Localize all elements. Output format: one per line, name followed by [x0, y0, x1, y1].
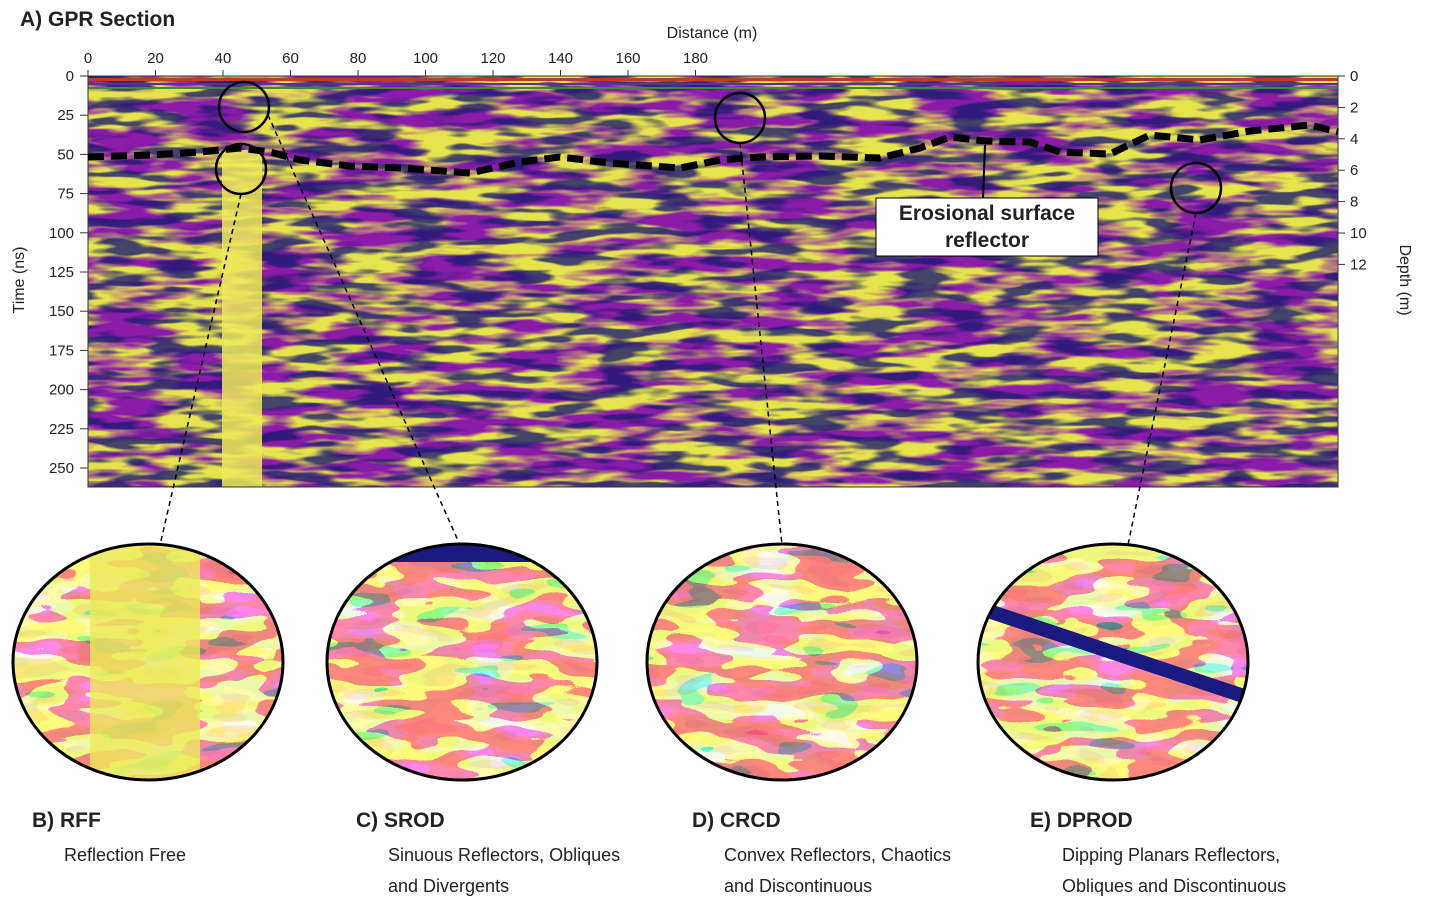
radargram: Erosional surface reflector: [88, 76, 1338, 487]
y-tick-label: 125: [49, 264, 74, 281]
y2-tick-label: 2: [1350, 99, 1358, 116]
y-tick-label: 200: [49, 382, 74, 399]
inset-description: Dipping Planars Reflectors,: [1062, 845, 1280, 865]
y-tick-label: 250: [49, 460, 74, 477]
inset-title: B) RFF: [32, 809, 101, 832]
x-tick-label: 180: [683, 50, 708, 67]
x-tick-label: 120: [480, 50, 505, 67]
y-tick-label: 25: [57, 107, 74, 124]
x-tick-label: 80: [350, 50, 367, 67]
inset-description: Sinuous Reflectors, Obliques: [388, 845, 620, 865]
y-tick-label: 225: [49, 421, 74, 438]
annotation-line: reflector: [945, 229, 1029, 252]
y-tick-label: 150: [49, 303, 74, 320]
inset-description: Convex Reflectors, Chaotics: [724, 845, 951, 865]
y2-axis-label: Depth (m): [1396, 244, 1413, 315]
y-tick-label: 175: [49, 342, 74, 359]
figure: A) GPR Section Distance (m) Time (ns) De…: [0, 0, 1431, 901]
inset-title: D) CRCD: [692, 809, 781, 832]
x-tick-label: 100: [413, 50, 438, 67]
inset-title: E) DPROD: [1030, 809, 1133, 832]
y-tick-label: 0: [66, 68, 74, 85]
insets: [13, 544, 1248, 780]
y2-tick-label: 12: [1350, 256, 1367, 273]
annotation-line: Erosional surface: [899, 202, 1075, 225]
x-tick-label: 20: [147, 50, 164, 67]
panel-title: A) GPR Section: [20, 8, 175, 31]
y-tick-label: 100: [49, 225, 74, 242]
y-axis-label: Time (ns): [11, 247, 28, 314]
y-tick-label: 50: [57, 146, 74, 163]
inset-description: and Discontinuous: [724, 876, 872, 896]
page: {"panel_a": {"title": "A) GPR Section", …: [0, 0, 1431, 901]
x-tick-label: 60: [282, 50, 299, 67]
inset-title: C) SROD: [356, 809, 445, 832]
x-tick-label: 160: [615, 50, 640, 67]
x-tick-label: 40: [215, 50, 232, 67]
x-tick-label: 140: [548, 50, 573, 67]
x-axis-label: Distance (m): [667, 25, 758, 42]
y2-tick-label: 0: [1350, 68, 1358, 85]
y2-tick-label: 4: [1350, 131, 1358, 148]
inset-description: Obliques and Discontinuous: [1062, 876, 1286, 896]
y2-tick-label: 6: [1350, 162, 1358, 179]
inset-description: and Divergents: [388, 876, 509, 896]
y2-tick-label: 8: [1350, 194, 1358, 211]
x-tick-label: 0: [84, 50, 92, 67]
inset-description: Reflection Free: [64, 845, 186, 865]
y2-tick-label: 10: [1350, 225, 1367, 242]
y-tick-label: 75: [57, 186, 74, 203]
